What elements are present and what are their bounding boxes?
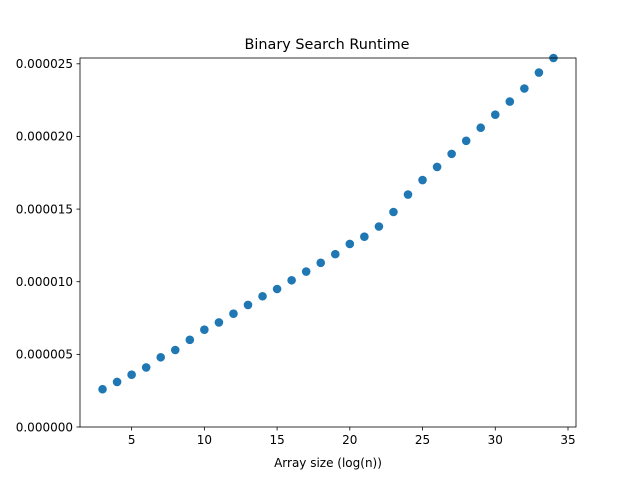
data-point: [403, 190, 413, 199]
data-point: [170, 345, 180, 355]
data-point: [214, 318, 224, 327]
data-point: [389, 207, 398, 217]
data-point: [200, 325, 209, 334]
x-axis-label: Array size (log(n)): [274, 456, 382, 470]
data-point: [360, 232, 369, 241]
data-points: [98, 53, 558, 394]
data-point: [534, 68, 544, 77]
x-axis-ticks: 5 10 15 20 25 30 35: [128, 427, 576, 447]
x-tick-label: 10: [197, 433, 212, 447]
data-point: [229, 309, 238, 318]
x-tick-label: 20: [342, 433, 357, 447]
data-point: [505, 97, 515, 106]
data-point: [447, 149, 456, 159]
data-point: [490, 110, 500, 119]
x-tick-label: 15: [269, 433, 284, 447]
plot-frame: [79, 57, 577, 428]
y-tick-label: 0.000000: [16, 420, 73, 434]
data-point: [432, 162, 442, 172]
data-point: [243, 300, 253, 310]
data-point: [301, 267, 311, 276]
data-point: [272, 284, 282, 294]
data-point: [127, 370, 136, 380]
y-tick-label: 0.000005: [16, 348, 73, 362]
y-tick-label: 0.000025: [16, 57, 73, 71]
data-point: [112, 377, 122, 387]
data-point: [520, 84, 529, 93]
data-point: [345, 239, 355, 249]
y-tick-label: 0.000020: [16, 130, 73, 144]
y-axis-ticks: 0.000000 0.000005 0.000010 0.000015 0.000020…: [16, 57, 80, 434]
data-point: [98, 384, 107, 394]
data-point: [461, 136, 471, 146]
data-point: [287, 275, 296, 285]
data-point: [185, 335, 195, 345]
data-point: [330, 249, 340, 259]
y-tick-label: 0.000015: [16, 202, 73, 216]
data-point: [374, 222, 384, 231]
x-tick-label: 5: [128, 433, 136, 447]
x-tick-label: 35: [560, 433, 575, 447]
x-tick-label: 30: [488, 433, 503, 447]
data-point: [476, 123, 486, 133]
y-tick-label: 0.000010: [16, 275, 73, 289]
data-point: [156, 352, 166, 362]
data-point: [316, 258, 326, 268]
data-point: [258, 291, 267, 301]
data-point: [141, 363, 151, 372]
x-tick-label: 25: [415, 433, 430, 447]
data-point: [418, 175, 427, 185]
chart-title: Binary Search Runtime: [245, 37, 410, 53]
